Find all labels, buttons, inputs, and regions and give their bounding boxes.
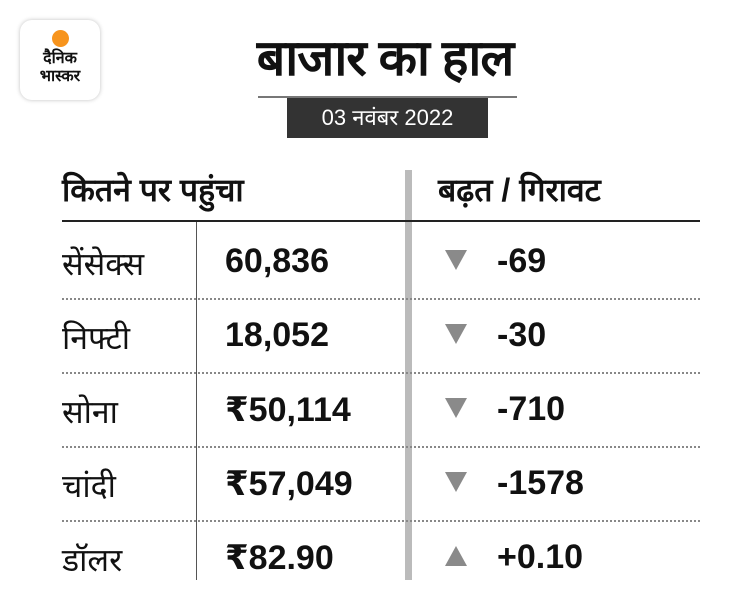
row-name: सेंसेक्स [62, 246, 145, 282]
logo-line1: दैनिक [43, 50, 77, 67]
triangle-down-icon [445, 324, 467, 344]
date-badge: 03 नवंबर 2022 [287, 98, 488, 138]
row-change: -1578 [497, 464, 584, 502]
table-row: सेंसेक्स 60,836 -69 [62, 224, 700, 300]
table-row: चांदी ₹57,049 -1578 [62, 446, 700, 522]
triangle-up-icon [445, 546, 467, 566]
row-name: डॉलर [62, 542, 123, 578]
row-change: -710 [497, 390, 566, 428]
row-change: -69 [497, 242, 547, 280]
page-title: बाजार का हाल [256, 30, 515, 86]
row-name: निफ्टी [62, 320, 131, 356]
header-level: कितने पर पहुंचा [62, 172, 244, 208]
row-name: सोना [62, 394, 118, 430]
logo-line2: भास्कर [39, 68, 81, 85]
column-divider [405, 170, 412, 580]
table-row: निफ्टी 18,052 -30 [62, 298, 700, 374]
row-value: 60,836 [225, 242, 329, 280]
row-value: ₹50,114 [225, 391, 351, 429]
table-row: सोना ₹50,114 -710 [62, 372, 700, 448]
row-name: चांदी [62, 468, 116, 504]
sun-icon [52, 30, 69, 47]
header-change: बढ़त / गिरावट [438, 172, 601, 208]
table-row: डॉलर ₹82.90 +0.10 [62, 520, 700, 594]
row-change: -30 [497, 316, 547, 354]
triangle-down-icon [445, 472, 467, 492]
row-value: ₹57,049 [225, 465, 353, 503]
triangle-down-icon [445, 250, 467, 270]
header-rule [62, 220, 700, 222]
row-value: 18,052 [225, 316, 329, 354]
triangle-down-icon [445, 398, 467, 418]
name-value-divider [196, 222, 197, 580]
row-change: +0.10 [497, 538, 584, 576]
dainik-bhaskar-logo: दैनिक भास्कर [20, 20, 100, 100]
divider [258, 96, 517, 98]
row-value: ₹82.90 [225, 539, 334, 577]
